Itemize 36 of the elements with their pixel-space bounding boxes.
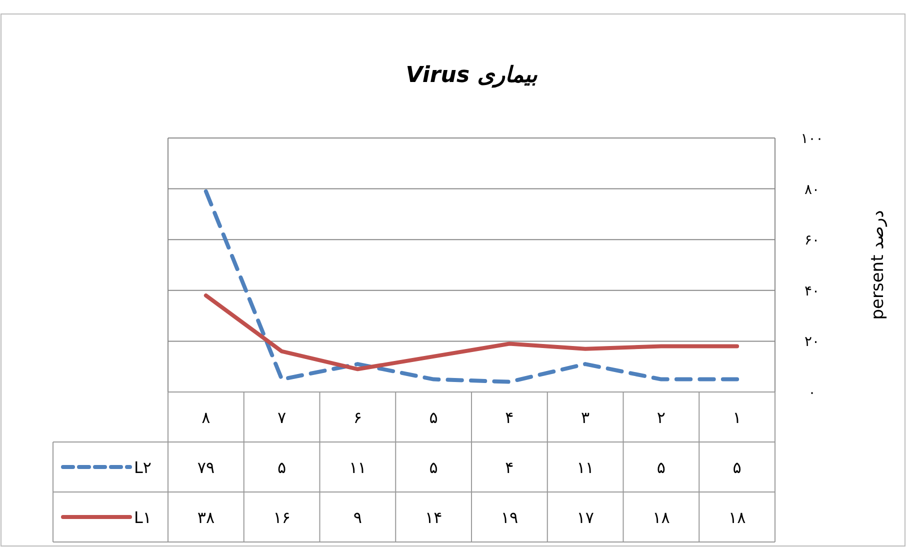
data-label: ۱۹	[500, 508, 518, 527]
data-label: ۱۱	[576, 458, 594, 477]
y-tick-label: ۱۰۰	[800, 131, 824, 147]
y-tick-label: ۸۰	[804, 182, 820, 198]
data-label: ۱۸	[728, 508, 746, 527]
data-label: ۳۸	[197, 508, 215, 527]
x-tick-label: ۸	[202, 408, 211, 427]
x-tick-label: ۷	[278, 408, 287, 427]
data-label: ۵	[278, 458, 286, 477]
line-series	[204, 189, 740, 384]
data-label: ۵	[656, 458, 666, 477]
data-label: ۱۱	[349, 458, 366, 477]
chart-title: بیماری Virus	[406, 63, 538, 88]
y-tick-label: ۲۰	[804, 334, 820, 350]
data-label: ۱۶	[273, 508, 290, 527]
x-tick-label: ۳	[581, 408, 590, 427]
data-label: ۴	[505, 458, 514, 477]
legend-label: L۱	[134, 508, 152, 527]
y-tick-label: ۶۰	[804, 232, 820, 249]
data-label: ۱۸	[652, 508, 670, 527]
x-tick-label: ۵	[429, 408, 438, 427]
legend-label: L۲	[134, 458, 152, 477]
x-tick-label: ۲	[656, 408, 666, 427]
y-axis-title: persent درصد	[868, 210, 888, 320]
data-label: ۹	[353, 508, 362, 527]
data-label: ۵	[429, 458, 438, 477]
data-label: ۵	[732, 458, 742, 477]
y-tick-label: ۴۰	[804, 283, 820, 300]
x-tick-label: ۶	[353, 408, 362, 427]
x-tick-label: ۴	[505, 408, 514, 427]
data-label: ۷۹	[197, 458, 215, 477]
data-label: ۱۴	[424, 508, 442, 527]
x-tick-label: ۱	[732, 408, 742, 427]
line-series	[204, 293, 740, 372]
y-tick-label: ۰	[808, 385, 816, 401]
data-label: ۱۷	[576, 508, 594, 527]
